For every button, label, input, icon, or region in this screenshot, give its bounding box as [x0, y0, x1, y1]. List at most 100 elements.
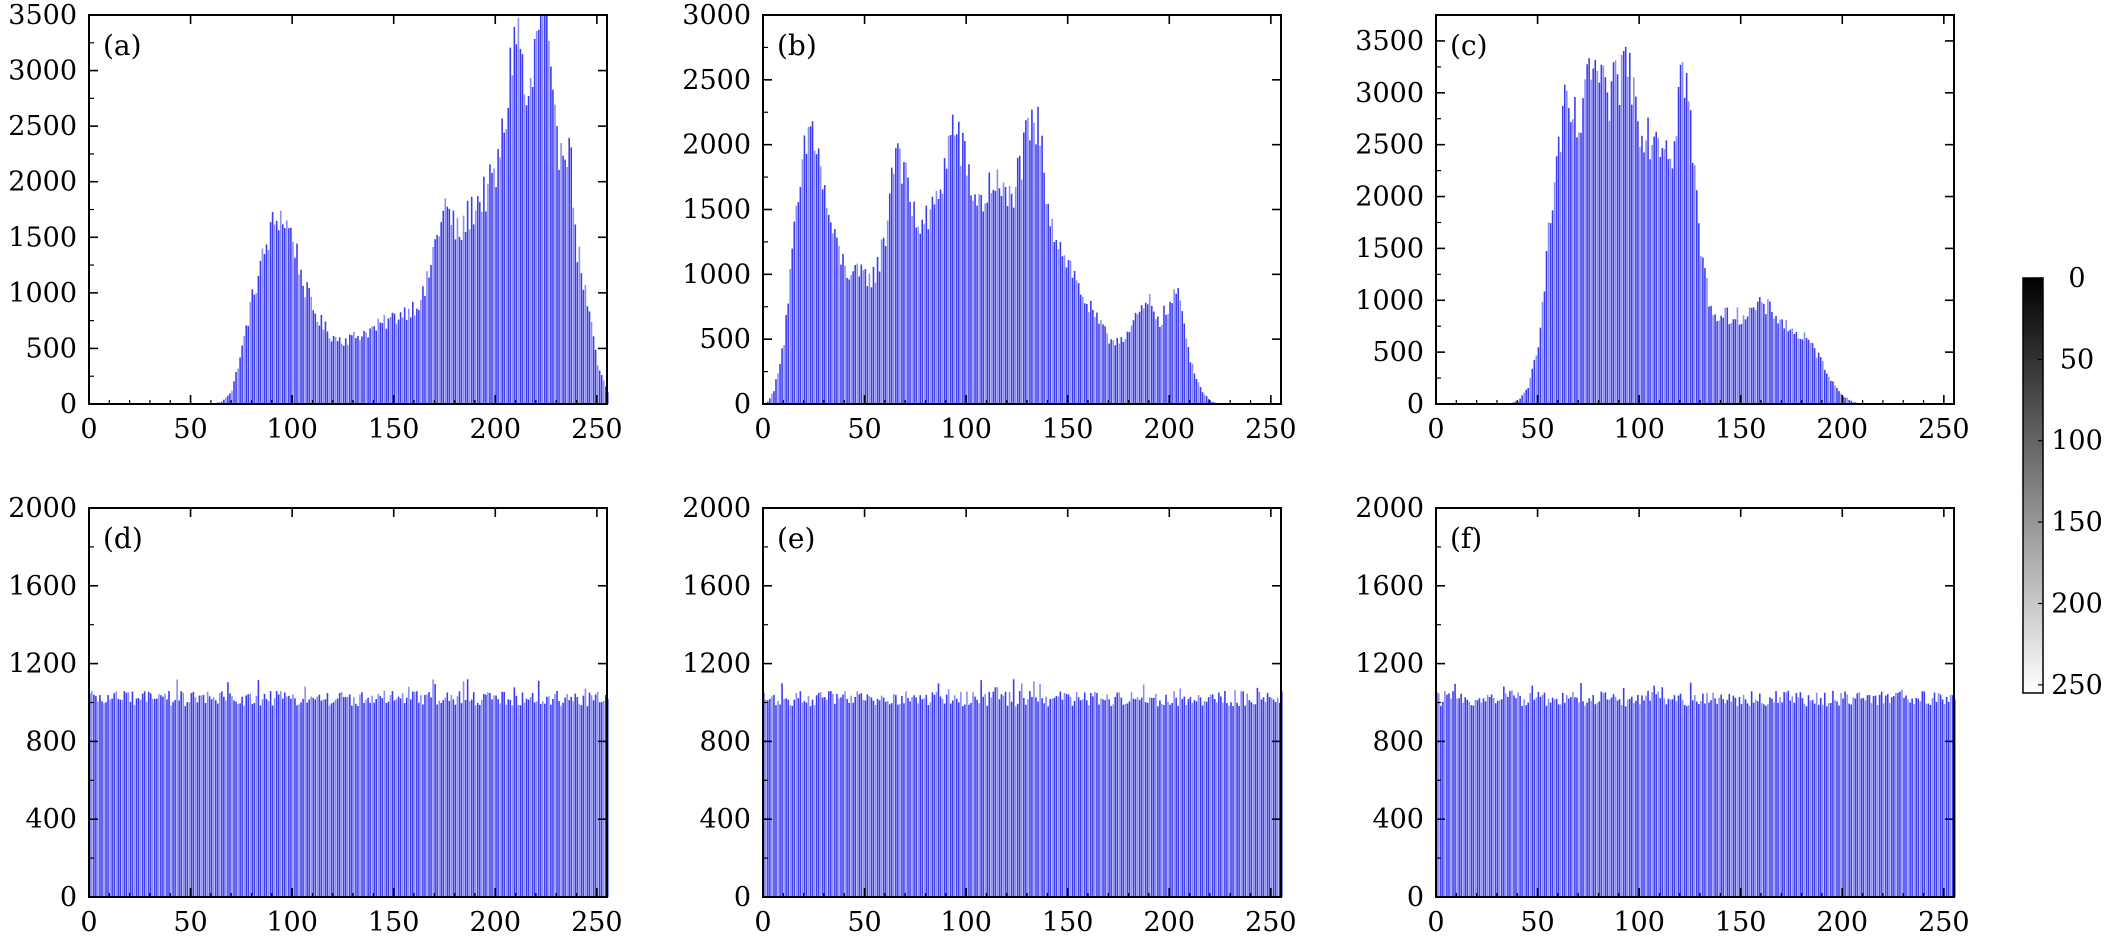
histogram-bar — [1624, 706, 1627, 897]
histogram-bar — [789, 268, 791, 404]
histogram-bar — [1132, 698, 1135, 897]
histogram-bar — [263, 693, 266, 897]
histogram-bar — [1098, 323, 1100, 404]
histogram-bar — [1574, 697, 1576, 897]
histogram-bar — [890, 167, 893, 404]
histogram-bar — [535, 701, 538, 897]
histogram-bar — [1572, 691, 1574, 897]
histogram-bar — [935, 691, 938, 897]
y-tick-label: 3000 — [1355, 78, 1424, 109]
histogram-panel-b: 0 50 100 150 200 250050010001500200025003000(… — [682, 0, 1296, 445]
histogram-bar — [1268, 696, 1271, 897]
histogram-bar — [1700, 256, 1702, 404]
histogram-bar — [1153, 697, 1155, 897]
histogram-bar — [1077, 697, 1080, 897]
histogram-bar — [1791, 696, 1794, 897]
histogram-bar — [1570, 696, 1572, 897]
histogram-bar — [416, 691, 418, 897]
histogram-bar — [1543, 291, 1546, 404]
histogram-bar — [1092, 696, 1094, 897]
y-tick-label: 1500 — [682, 195, 751, 226]
histogram-bar — [1866, 695, 1869, 897]
histogram-bar — [1230, 702, 1232, 897]
histogram-bar — [866, 286, 869, 404]
y-tick-label: 2000 — [682, 493, 751, 524]
histogram-bar — [1811, 699, 1814, 897]
histogram-bar — [1708, 702, 1710, 897]
histogram-bar — [781, 348, 783, 404]
x-tick-label: 200 — [470, 414, 522, 445]
histogram-bar — [1821, 704, 1824, 897]
histogram-bar — [326, 693, 329, 897]
y-tick-label: 0 — [1407, 882, 1424, 913]
histogram-bar — [145, 701, 148, 897]
histogram-bar — [775, 705, 777, 897]
histogram-bar — [1161, 703, 1163, 897]
histogram-bar — [1476, 700, 1479, 897]
y-tick-label: 3000 — [682, 0, 751, 31]
histogram-bar — [1049, 699, 1051, 897]
histogram-bar — [1889, 703, 1891, 897]
histogram-bar — [438, 700, 440, 897]
histogram-bar — [1809, 342, 1812, 404]
histogram-bar — [1935, 701, 1938, 897]
histogram-bar — [397, 696, 400, 897]
y-tick-label: 2500 — [682, 65, 751, 96]
histogram-bar — [434, 239, 436, 404]
histogram-bar — [864, 700, 867, 897]
histogram-panels: 0 50 100 150 200 2500500100015002000250030003… — [8, 0, 1969, 938]
histogram-bar — [1726, 307, 1729, 404]
histogram-bar — [1122, 341, 1125, 404]
histogram-bar — [481, 211, 483, 404]
x-tick-label: 150 — [1042, 907, 1094, 938]
histogram-bar — [1018, 155, 1021, 404]
histogram-bar — [564, 697, 566, 897]
histogram-bar — [259, 260, 262, 404]
histogram-bar — [1063, 692, 1066, 897]
histogram-bar — [1057, 249, 1060, 404]
histogram-bar — [263, 254, 266, 404]
histogram-bar — [968, 164, 970, 404]
histogram-bar — [338, 337, 341, 404]
histogram-bar — [554, 694, 556, 897]
histogram-bar — [805, 153, 808, 404]
histogram-bar — [1608, 699, 1611, 897]
histogram-bar — [1616, 700, 1619, 897]
histogram-bar — [277, 694, 280, 897]
histogram-bar — [882, 697, 885, 897]
y-tick-label: 0 — [60, 389, 77, 420]
histogram-bar — [513, 26, 516, 404]
histogram-bar — [1438, 693, 1440, 897]
histogram-bar — [1685, 73, 1688, 404]
histogram-bar — [548, 696, 550, 897]
histogram-bar — [556, 126, 558, 405]
histogram-bar — [994, 190, 997, 404]
histogram-bar — [998, 699, 1001, 897]
histogram-bar — [777, 373, 779, 404]
histogram-bar — [1700, 701, 1702, 897]
histogram-bar — [1726, 699, 1729, 897]
x-tick-label: 50 — [173, 414, 207, 445]
histogram-bar — [1051, 218, 1054, 404]
histogram-bar — [893, 173, 895, 404]
histogram-bar — [1781, 702, 1783, 897]
histogram-bar — [1169, 301, 1171, 404]
histogram-bar — [511, 75, 514, 404]
histogram-bar — [1492, 697, 1495, 897]
histogram-bar — [393, 313, 396, 404]
histogram-bar — [990, 697, 993, 897]
y-tick-label: 500 — [699, 324, 751, 355]
histogram-bar — [1683, 97, 1686, 405]
histogram-bar — [1923, 691, 1926, 897]
x-tick-label: 0 — [754, 907, 771, 938]
histogram-bar — [945, 694, 948, 897]
histogram-bar — [1187, 699, 1190, 897]
histogram-bar — [832, 233, 834, 404]
histogram-bar — [281, 224, 284, 404]
histogram-bar — [304, 686, 306, 897]
histogram-bar — [1059, 241, 1062, 404]
histogram-bar — [1503, 686, 1505, 897]
histogram-bar — [1561, 692, 1564, 897]
histogram-bar — [178, 700, 180, 897]
histogram-bar — [771, 696, 773, 897]
